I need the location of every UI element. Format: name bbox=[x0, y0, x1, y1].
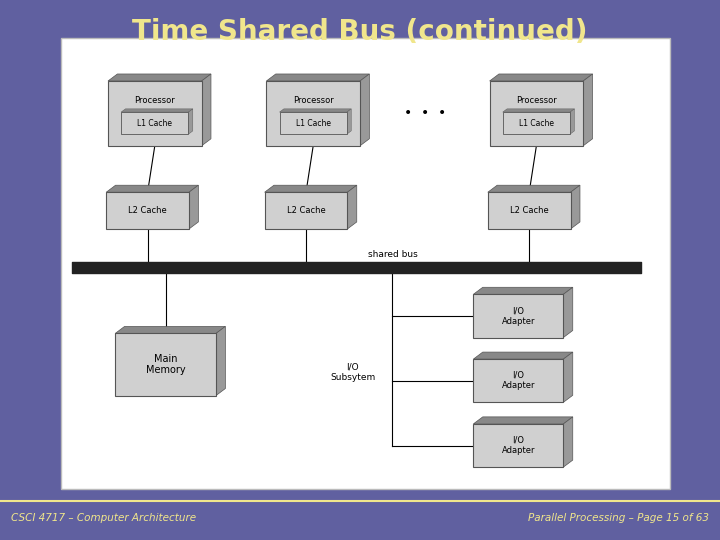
FancyBboxPatch shape bbox=[279, 112, 347, 134]
Text: Main
Memory: Main Memory bbox=[145, 354, 186, 375]
Polygon shape bbox=[279, 109, 351, 112]
Polygon shape bbox=[216, 326, 225, 395]
Text: I/O
Subsytem: I/O Subsytem bbox=[330, 363, 375, 382]
FancyBboxPatch shape bbox=[108, 81, 202, 146]
Polygon shape bbox=[347, 185, 357, 229]
Polygon shape bbox=[108, 74, 211, 81]
Polygon shape bbox=[474, 352, 573, 359]
FancyBboxPatch shape bbox=[265, 192, 347, 229]
FancyBboxPatch shape bbox=[121, 112, 189, 134]
FancyBboxPatch shape bbox=[115, 333, 216, 395]
Polygon shape bbox=[563, 417, 573, 467]
Polygon shape bbox=[474, 417, 573, 424]
FancyBboxPatch shape bbox=[488, 192, 571, 229]
Text: L2 Cache: L2 Cache bbox=[510, 206, 549, 215]
Text: L1 Cache: L1 Cache bbox=[519, 119, 554, 127]
Polygon shape bbox=[474, 287, 573, 294]
Text: I/O
Adapter: I/O Adapter bbox=[502, 371, 535, 390]
Polygon shape bbox=[107, 185, 199, 192]
Polygon shape bbox=[265, 185, 357, 192]
Polygon shape bbox=[266, 74, 369, 81]
Text: •  •  •: • • • bbox=[404, 106, 446, 120]
FancyBboxPatch shape bbox=[490, 81, 583, 146]
Polygon shape bbox=[202, 74, 211, 146]
FancyBboxPatch shape bbox=[474, 424, 563, 467]
Polygon shape bbox=[583, 74, 593, 146]
Polygon shape bbox=[503, 109, 575, 112]
FancyBboxPatch shape bbox=[474, 359, 563, 402]
Text: L2 Cache: L2 Cache bbox=[287, 206, 325, 215]
Text: Processor: Processor bbox=[516, 96, 557, 105]
Polygon shape bbox=[570, 109, 575, 134]
Text: Time Shared Bus (continued): Time Shared Bus (continued) bbox=[132, 18, 588, 46]
Polygon shape bbox=[490, 74, 593, 81]
Polygon shape bbox=[121, 109, 193, 112]
Polygon shape bbox=[115, 326, 225, 333]
Polygon shape bbox=[360, 74, 369, 146]
Text: L2 Cache: L2 Cache bbox=[128, 206, 167, 215]
Text: Parallel Processing – Page 15 of 63: Parallel Processing – Page 15 of 63 bbox=[528, 514, 709, 523]
Text: I/O
Adapter: I/O Adapter bbox=[502, 436, 535, 455]
FancyBboxPatch shape bbox=[503, 112, 570, 134]
Polygon shape bbox=[488, 185, 580, 192]
Text: L1 Cache: L1 Cache bbox=[138, 119, 172, 127]
FancyBboxPatch shape bbox=[107, 192, 189, 229]
FancyBboxPatch shape bbox=[61, 38, 670, 489]
Polygon shape bbox=[563, 352, 573, 402]
Polygon shape bbox=[571, 185, 580, 229]
Polygon shape bbox=[347, 109, 351, 134]
Text: shared bus: shared bus bbox=[367, 250, 418, 259]
Text: L1 Cache: L1 Cache bbox=[296, 119, 330, 127]
Text: CSCI 4717 – Computer Architecture: CSCI 4717 – Computer Architecture bbox=[11, 514, 196, 523]
Text: Processor: Processor bbox=[293, 96, 333, 105]
Polygon shape bbox=[189, 109, 193, 134]
Text: Processor: Processor bbox=[135, 96, 175, 105]
Text: I/O
Adapter: I/O Adapter bbox=[502, 306, 535, 326]
FancyBboxPatch shape bbox=[266, 81, 360, 146]
Polygon shape bbox=[563, 287, 573, 338]
FancyBboxPatch shape bbox=[474, 294, 563, 338]
Polygon shape bbox=[189, 185, 199, 229]
